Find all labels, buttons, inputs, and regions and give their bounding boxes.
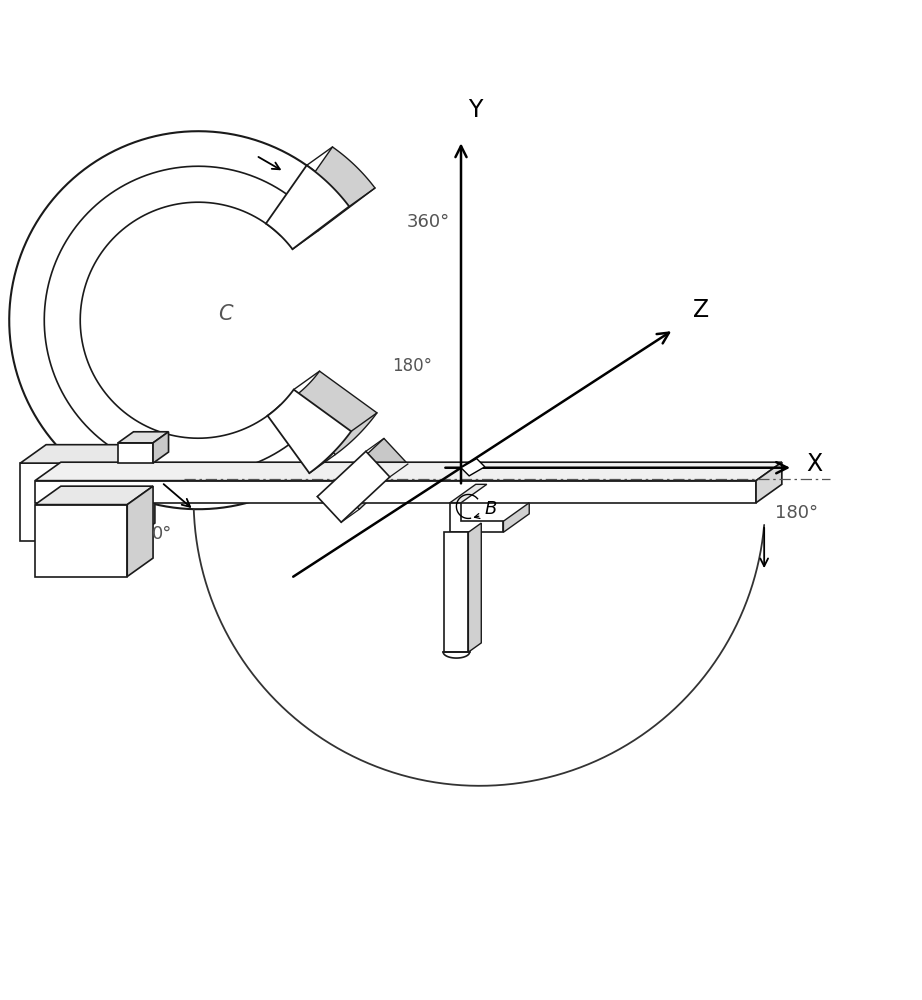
Polygon shape xyxy=(35,486,153,505)
Polygon shape xyxy=(756,462,782,503)
Text: 180°: 180° xyxy=(392,357,431,375)
Polygon shape xyxy=(35,481,756,503)
Polygon shape xyxy=(118,443,153,463)
Polygon shape xyxy=(35,462,782,481)
Polygon shape xyxy=(450,484,487,503)
Text: 360°: 360° xyxy=(407,213,450,231)
Polygon shape xyxy=(35,505,127,577)
Text: Y: Y xyxy=(468,98,483,122)
Text: Z: Z xyxy=(693,298,709,322)
Text: 0°: 0° xyxy=(152,525,172,543)
Text: C: C xyxy=(219,304,233,324)
Polygon shape xyxy=(317,451,390,522)
Polygon shape xyxy=(153,432,169,463)
Polygon shape xyxy=(444,532,468,652)
Polygon shape xyxy=(293,371,377,455)
Polygon shape xyxy=(461,459,485,476)
Text: X: X xyxy=(807,452,822,476)
Polygon shape xyxy=(20,463,129,541)
Polygon shape xyxy=(127,486,153,577)
Polygon shape xyxy=(468,523,481,652)
Polygon shape xyxy=(267,390,351,473)
Polygon shape xyxy=(503,503,529,532)
Text: 180°: 180° xyxy=(775,504,819,522)
Polygon shape xyxy=(450,503,503,532)
Polygon shape xyxy=(291,147,375,231)
Polygon shape xyxy=(336,438,408,509)
Polygon shape xyxy=(118,432,169,443)
Polygon shape xyxy=(129,445,155,541)
Polygon shape xyxy=(266,165,349,249)
Text: B: B xyxy=(485,500,497,518)
Polygon shape xyxy=(20,445,155,463)
